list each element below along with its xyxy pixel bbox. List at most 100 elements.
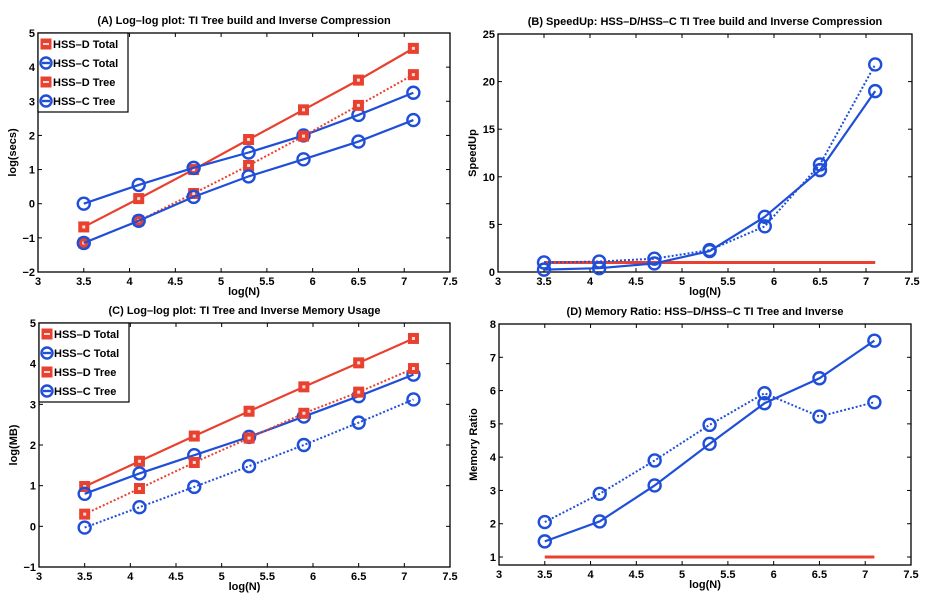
series-line xyxy=(83,119,414,244)
data-point xyxy=(186,189,201,205)
y-axis-label: Memory Ratio xyxy=(468,408,480,481)
series-tree-memory-ratio xyxy=(537,386,882,530)
x-tick-label: 7 xyxy=(401,571,407,583)
legend-marker-dash xyxy=(44,333,50,335)
data-point xyxy=(757,219,772,234)
data-point xyxy=(868,57,883,72)
data-point xyxy=(592,514,607,529)
y-tick-label: 5 xyxy=(30,318,36,330)
data-point-center xyxy=(192,191,196,195)
legend-entry-label: HSS–C Tree xyxy=(53,96,115,108)
y-tick-label: 5 xyxy=(490,419,496,431)
data-point-center xyxy=(192,168,196,172)
y-tick-label: −1 xyxy=(22,233,35,245)
legend-marker-dash xyxy=(43,81,49,83)
data-point xyxy=(406,85,421,100)
chart-panel-a: (A) Log–log plot: TI Tree build and Inve… xyxy=(7,15,458,298)
legend-marker-dash xyxy=(43,43,49,45)
y-tick-label: 0 xyxy=(29,199,35,211)
y-tick-label: 25 xyxy=(483,29,495,41)
legend-entry-label: HSS–D Total xyxy=(54,329,119,341)
legend-entry-label: HSS–D Tree xyxy=(54,367,116,379)
chart-panel-d: (D) Memory Ratio: HSS–D/HSS–C TI Tree an… xyxy=(468,306,919,591)
data-point xyxy=(132,466,147,481)
chart-title: (B) SpeedUp: HSS–D/HSS–C TI Tree build a… xyxy=(528,16,883,28)
data-point xyxy=(757,386,772,401)
y-tick-label: 3 xyxy=(29,96,35,108)
y-tick-label: 3 xyxy=(490,485,496,497)
data-point-center xyxy=(357,390,361,394)
legend-entry-label: HSS–C Total xyxy=(54,348,119,360)
data-point-center xyxy=(137,197,141,201)
data-point xyxy=(296,152,311,167)
x-tick-label: 4 xyxy=(587,569,594,581)
y-tick-label: 3 xyxy=(30,399,36,411)
data-point xyxy=(536,255,552,270)
x-tick-label: 5 xyxy=(219,571,225,583)
data-point xyxy=(77,486,92,501)
x-tick-label: 3.5 xyxy=(537,569,552,581)
data-point-center xyxy=(356,103,360,107)
data-point xyxy=(186,160,201,176)
axes-frame xyxy=(497,33,913,273)
series-hss-c-tree xyxy=(77,392,421,535)
x-tick-label: 5 xyxy=(218,276,224,288)
y-axis-label: SpeedUp xyxy=(467,129,479,177)
series-hss-d-tree xyxy=(79,363,419,520)
data-point xyxy=(868,83,883,99)
data-point xyxy=(241,145,256,160)
y-tick-label: 5 xyxy=(489,219,495,231)
y-tick-label: 6 xyxy=(490,386,496,398)
x-tick-label: 7 xyxy=(863,276,869,288)
legend-marker-circle xyxy=(40,384,54,398)
x-axis-label: log(N) xyxy=(228,286,260,298)
y-tick-label: 4 xyxy=(29,62,36,74)
series-total-speedup xyxy=(536,83,883,277)
data-point xyxy=(351,134,366,149)
x-tick-label: 7 xyxy=(862,569,868,581)
data-point xyxy=(406,392,421,407)
data-point xyxy=(867,395,882,410)
legend-entry-label: HSS–C Total xyxy=(53,58,118,70)
data-point-center xyxy=(192,434,196,438)
data-point xyxy=(812,371,827,386)
legend-entry-label: HSS–D Tree xyxy=(53,77,115,89)
series-line xyxy=(84,398,414,529)
data-point xyxy=(647,478,662,493)
series-hss-c-tree xyxy=(76,112,421,251)
data-point-center xyxy=(83,484,87,488)
axes-frame xyxy=(37,32,451,273)
x-tick-label: 6.5 xyxy=(351,571,366,583)
x-tick-label: 6.5 xyxy=(812,276,827,288)
x-tick-label: 3 xyxy=(36,571,42,583)
y-tick-label: 1 xyxy=(29,165,35,177)
data-point-center xyxy=(302,385,306,389)
x-tick-label: 5 xyxy=(679,569,685,581)
y-tick-label: 15 xyxy=(483,124,495,136)
data-point-center xyxy=(192,460,196,464)
y-tick-label: 7 xyxy=(490,352,496,364)
data-point-center xyxy=(137,459,141,463)
data-point xyxy=(702,436,717,452)
data-point-center xyxy=(247,163,251,167)
data-point-center xyxy=(302,134,306,138)
x-tick-label: 4.5 xyxy=(629,569,644,581)
y-tick-label: −1 xyxy=(23,562,36,574)
y-axis-label: log(MB) xyxy=(8,424,20,465)
data-point xyxy=(406,112,421,128)
data-point xyxy=(537,514,552,530)
x-tick-label: 6 xyxy=(771,569,777,581)
data-point-center xyxy=(302,108,306,112)
legend-marker-circle xyxy=(40,346,54,360)
legend-box xyxy=(37,32,129,113)
x-tick-label: 6 xyxy=(310,276,316,288)
data-point xyxy=(187,479,202,495)
y-tick-label: 20 xyxy=(483,77,495,89)
data-point xyxy=(757,396,772,411)
legend-entry-label: HSS–D Total xyxy=(53,39,118,51)
x-tick-label: 7.5 xyxy=(903,569,918,581)
data-point xyxy=(592,260,607,276)
data-point xyxy=(812,162,828,178)
legend-marker-circle xyxy=(39,56,53,70)
legend-entry-label: HSS–C Tree xyxy=(54,386,116,398)
